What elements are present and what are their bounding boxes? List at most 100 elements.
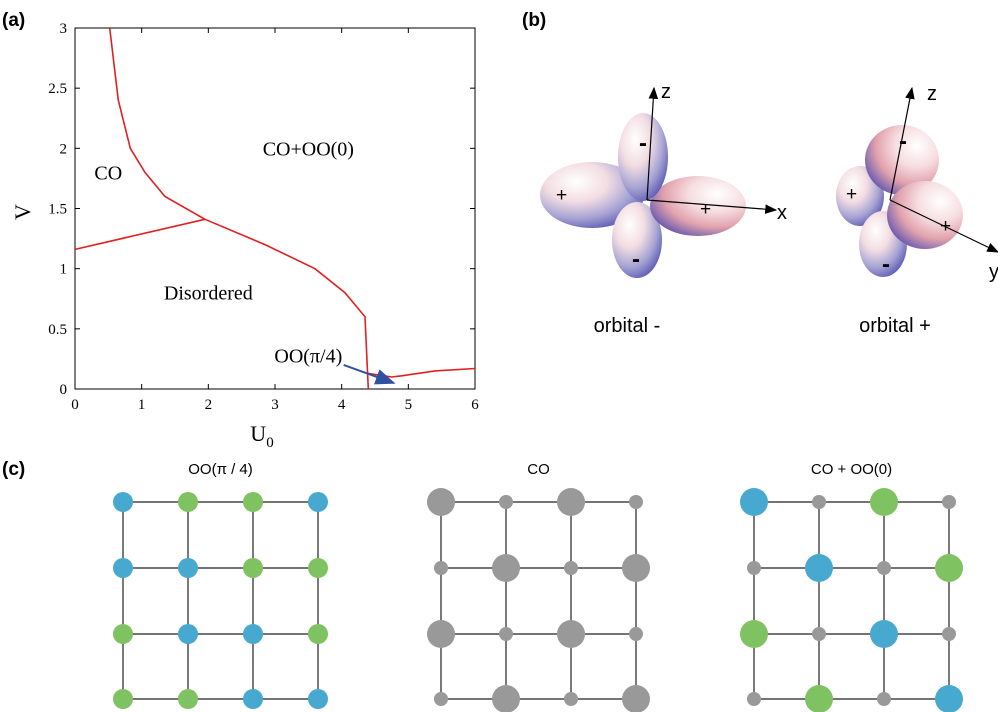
y-tick-label: 2: [60, 141, 68, 157]
x-axis-label: U0: [250, 421, 273, 451]
lobe-top: [865, 125, 939, 195]
lattice-site: [113, 624, 133, 644]
lattice-site: [870, 620, 898, 648]
x-tick-label: 6: [471, 397, 479, 413]
lattice-site: [740, 620, 768, 648]
lattice-site: [499, 627, 513, 641]
phase-boundary-line-2: [204, 218, 370, 390]
x-tick-label: 3: [271, 397, 279, 413]
lattice-site: [243, 492, 263, 512]
lattice-title: CO: [527, 461, 550, 478]
sign-minus-top: -: [899, 128, 907, 155]
lattice-site: [113, 689, 133, 709]
lattice-site: [178, 689, 198, 709]
lattice-site: [113, 492, 133, 512]
x-tick-label: 1: [138, 397, 146, 413]
lattice-site: [308, 689, 328, 709]
lattice-title: CO + OO(0): [811, 461, 892, 478]
lattices: OO(π / 4) CO CO + OO(0): [113, 461, 963, 712]
lattice-site: [557, 488, 585, 516]
y-tick-label: 2.5: [48, 81, 67, 97]
oo-pointer-arrow: [343, 363, 396, 385]
z-axis-arrow: [646, 86, 659, 201]
x-axis-letter: x: [777, 202, 787, 224]
lattice-site: [499, 495, 513, 509]
lattice-site: [805, 685, 833, 712]
panel-a: (a) 0 1 2 3 4 5 6 0 0.5 1 1.5 2 2.5 3 CO CO+OO(0) Disor…: [2, 10, 479, 451]
region-label: CO: [94, 162, 122, 184]
phase-boundary-line-0: [108, 27, 206, 220]
lobe-right: [650, 176, 746, 236]
lattice-site: [564, 692, 578, 706]
x-tick-label: 2: [205, 397, 213, 413]
z-axis-letter: z: [661, 81, 671, 103]
z-axis-letter: z: [927, 83, 937, 105]
y-tick-label: 1: [60, 262, 68, 278]
lattice-site: [434, 692, 448, 706]
orbital-minus: z x + + - - orbital -: [540, 81, 787, 337]
region-label: OO(π/4): [274, 345, 342, 367]
lattice-site: [812, 627, 826, 641]
lattice-site: [622, 554, 650, 582]
x-axis-label-base: U: [250, 421, 266, 446]
sign-minus-bottom: -: [632, 246, 640, 273]
y-axis-letter: y: [989, 261, 998, 283]
lattice-site: [747, 692, 761, 706]
lattice-2: CO + OO(0): [740, 461, 963, 712]
panel-b-label: (b): [522, 10, 546, 31]
lattice-site: [622, 685, 650, 712]
panel-b: (b) z x + + - - orbital - z y: [522, 10, 998, 337]
lattice-site: [178, 558, 198, 578]
orbital-plus: z y + + - - orbital +: [836, 83, 998, 337]
lattice-site: [113, 558, 133, 578]
lattice-site: [935, 554, 963, 582]
y-axis-label: V: [10, 204, 35, 220]
lattice-site: [434, 561, 448, 575]
lattice-site: [308, 558, 328, 578]
panel-a-label: (a): [2, 10, 25, 31]
lattice-site: [178, 624, 198, 644]
lobe-right: [887, 181, 963, 249]
region-label: CO+OO(0): [263, 138, 354, 160]
lattice-site: [243, 558, 263, 578]
sign-plus-right: +: [700, 199, 711, 220]
lobe-left: [836, 166, 884, 226]
lattice-site: [308, 624, 328, 644]
sign-plus-left: +: [556, 185, 567, 206]
lattice-site: [308, 492, 328, 512]
lattice-site: [178, 492, 198, 512]
lattice-site: [740, 488, 768, 516]
lattice-site: [629, 495, 643, 509]
lattice-site: [427, 488, 455, 516]
lattice-site: [805, 554, 833, 582]
x-tick-label: 5: [405, 397, 413, 413]
lattice-site: [492, 554, 520, 582]
panel-c-label: (c): [2, 459, 25, 480]
lattice-site: [747, 561, 761, 575]
x-tick-label: 0: [71, 397, 79, 413]
sign-minus-bottom: -: [882, 251, 890, 278]
orbital-plus-caption: orbital +: [859, 315, 931, 337]
lattice-site: [812, 495, 826, 509]
lattice-site: [557, 620, 585, 648]
axis-ticks: 0 1 2 3 4 5 6 0 0.5 1 1.5 2 2.5 3: [48, 21, 479, 413]
lattice-title: OO(π / 4): [188, 461, 253, 478]
lobe-left: [540, 162, 644, 228]
lattice-site: [870, 488, 898, 516]
lattice-1: CO: [427, 461, 650, 712]
z-axis-arrow: [889, 86, 915, 201]
phase-boundaries: [74, 27, 476, 390]
x-tick-label: 4: [338, 397, 346, 413]
phase-boundary-line-1: [74, 218, 206, 251]
x-axis-label-sub: 0: [266, 435, 274, 451]
sign-plus-right: +: [940, 216, 951, 237]
lattice-site: [629, 627, 643, 641]
x-axis-arrow: [646, 199, 778, 214]
phase-region-labels: CO CO+OO(0) Disordered OO(π/4): [94, 138, 396, 385]
lobe-top: [618, 113, 668, 201]
lattice-site: [243, 689, 263, 709]
phase-diagram-frame: [74, 27, 476, 390]
lattice-site: [877, 561, 891, 575]
lattice-site: [942, 495, 956, 509]
